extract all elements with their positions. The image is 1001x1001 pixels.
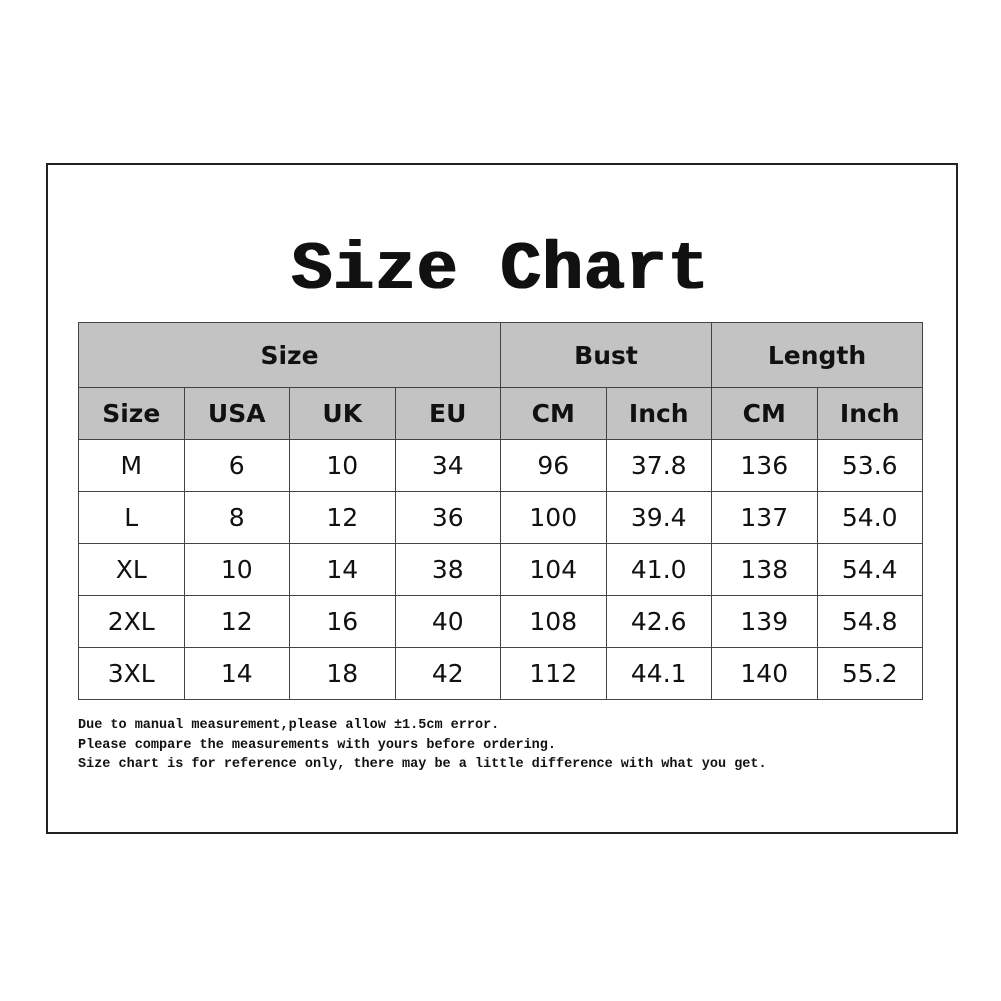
size-table: Size Bust Length Size USA UK EU CM Inch CM Inch M 6 1… <box>78 322 923 700</box>
column-header-row: Size USA UK EU CM Inch CM Inch <box>78 387 923 440</box>
table-cell: 18 <box>289 647 396 700</box>
table-cell: XL <box>78 543 185 596</box>
column-header: EU <box>394 387 501 440</box>
table-cell: 34 <box>394 439 501 492</box>
table-cell: 3XL <box>78 647 185 700</box>
group-header-row: Size Bust Length <box>78 322 923 388</box>
table-cell: 40 <box>394 595 501 648</box>
note-line: Size chart is for reference only, there … <box>78 757 767 772</box>
table-cell: 53.6 <box>816 439 923 492</box>
table-cell: 6 <box>183 439 290 492</box>
table-cell: 42.6 <box>605 595 712 648</box>
table-cell: 14 <box>289 543 396 596</box>
table-row: XL 10 14 38 104 41.0 138 54.4 <box>78 543 923 596</box>
group-header-bust: Bust <box>500 322 712 388</box>
column-header: UK <box>289 387 396 440</box>
table-cell: M <box>78 439 185 492</box>
group-header-size: Size <box>78 322 501 388</box>
table-cell: 139 <box>711 595 818 648</box>
table-cell: 136 <box>711 439 818 492</box>
table-cell: 104 <box>500 543 607 596</box>
table-cell: 41.0 <box>605 543 712 596</box>
column-header: CM <box>711 387 818 440</box>
table-cell: 138 <box>711 543 818 596</box>
column-header: CM <box>500 387 607 440</box>
table-cell: 2XL <box>78 595 185 648</box>
table-cell: 39.4 <box>605 491 712 544</box>
table-row: 2XL 12 16 40 108 42.6 139 54.8 <box>78 595 923 648</box>
table-cell: 36 <box>394 491 501 544</box>
group-header-length: Length <box>711 322 923 388</box>
note-line: Please compare the measurements with you… <box>78 737 556 753</box>
table-cell: 8 <box>183 491 290 544</box>
table-cell: 140 <box>711 647 818 700</box>
table-cell: 16 <box>289 595 396 648</box>
table-row: L 8 12 36 100 39.4 137 54.0 <box>78 491 923 544</box>
table-cell: L <box>78 491 185 544</box>
table-cell: 55.2 <box>816 647 923 700</box>
table-row: 3XL 14 18 42 112 44.1 140 55.2 <box>78 647 923 700</box>
column-header: USA <box>183 387 290 440</box>
table-cell: 137 <box>711 491 818 544</box>
chart-frame <box>46 163 958 834</box>
table-cell: 54.8 <box>816 595 923 648</box>
column-header: Inch <box>816 387 923 440</box>
table-cell: 12 <box>289 491 396 544</box>
table-cell: 54.0 <box>816 491 923 544</box>
table-cell: 10 <box>289 439 396 492</box>
table-cell: 12 <box>183 595 290 648</box>
table-cell: 112 <box>500 647 607 700</box>
table-cell: 38 <box>394 543 501 596</box>
table-cell: 100 <box>500 491 607 544</box>
page-title: Size Chart <box>291 232 710 309</box>
table-cell: 44.1 <box>605 647 712 700</box>
table-row: M 6 10 34 96 37.8 136 53.6 <box>78 439 923 492</box>
table-cell: 54.4 <box>816 543 923 596</box>
column-header: Size <box>78 387 185 440</box>
table-cell: 14 <box>183 647 290 700</box>
table-cell: 10 <box>183 543 290 596</box>
table-cell: 108 <box>500 595 607 648</box>
table-cell: 37.8 <box>605 439 712 492</box>
table-cell: 42 <box>394 647 501 700</box>
notes: Due to manual measurement,please allow ±… <box>78 716 767 775</box>
table-cell: 96 <box>500 439 607 492</box>
note-line: Due to manual measurement,please allow ±… <box>78 718 500 733</box>
column-header: Inch <box>605 387 712 440</box>
